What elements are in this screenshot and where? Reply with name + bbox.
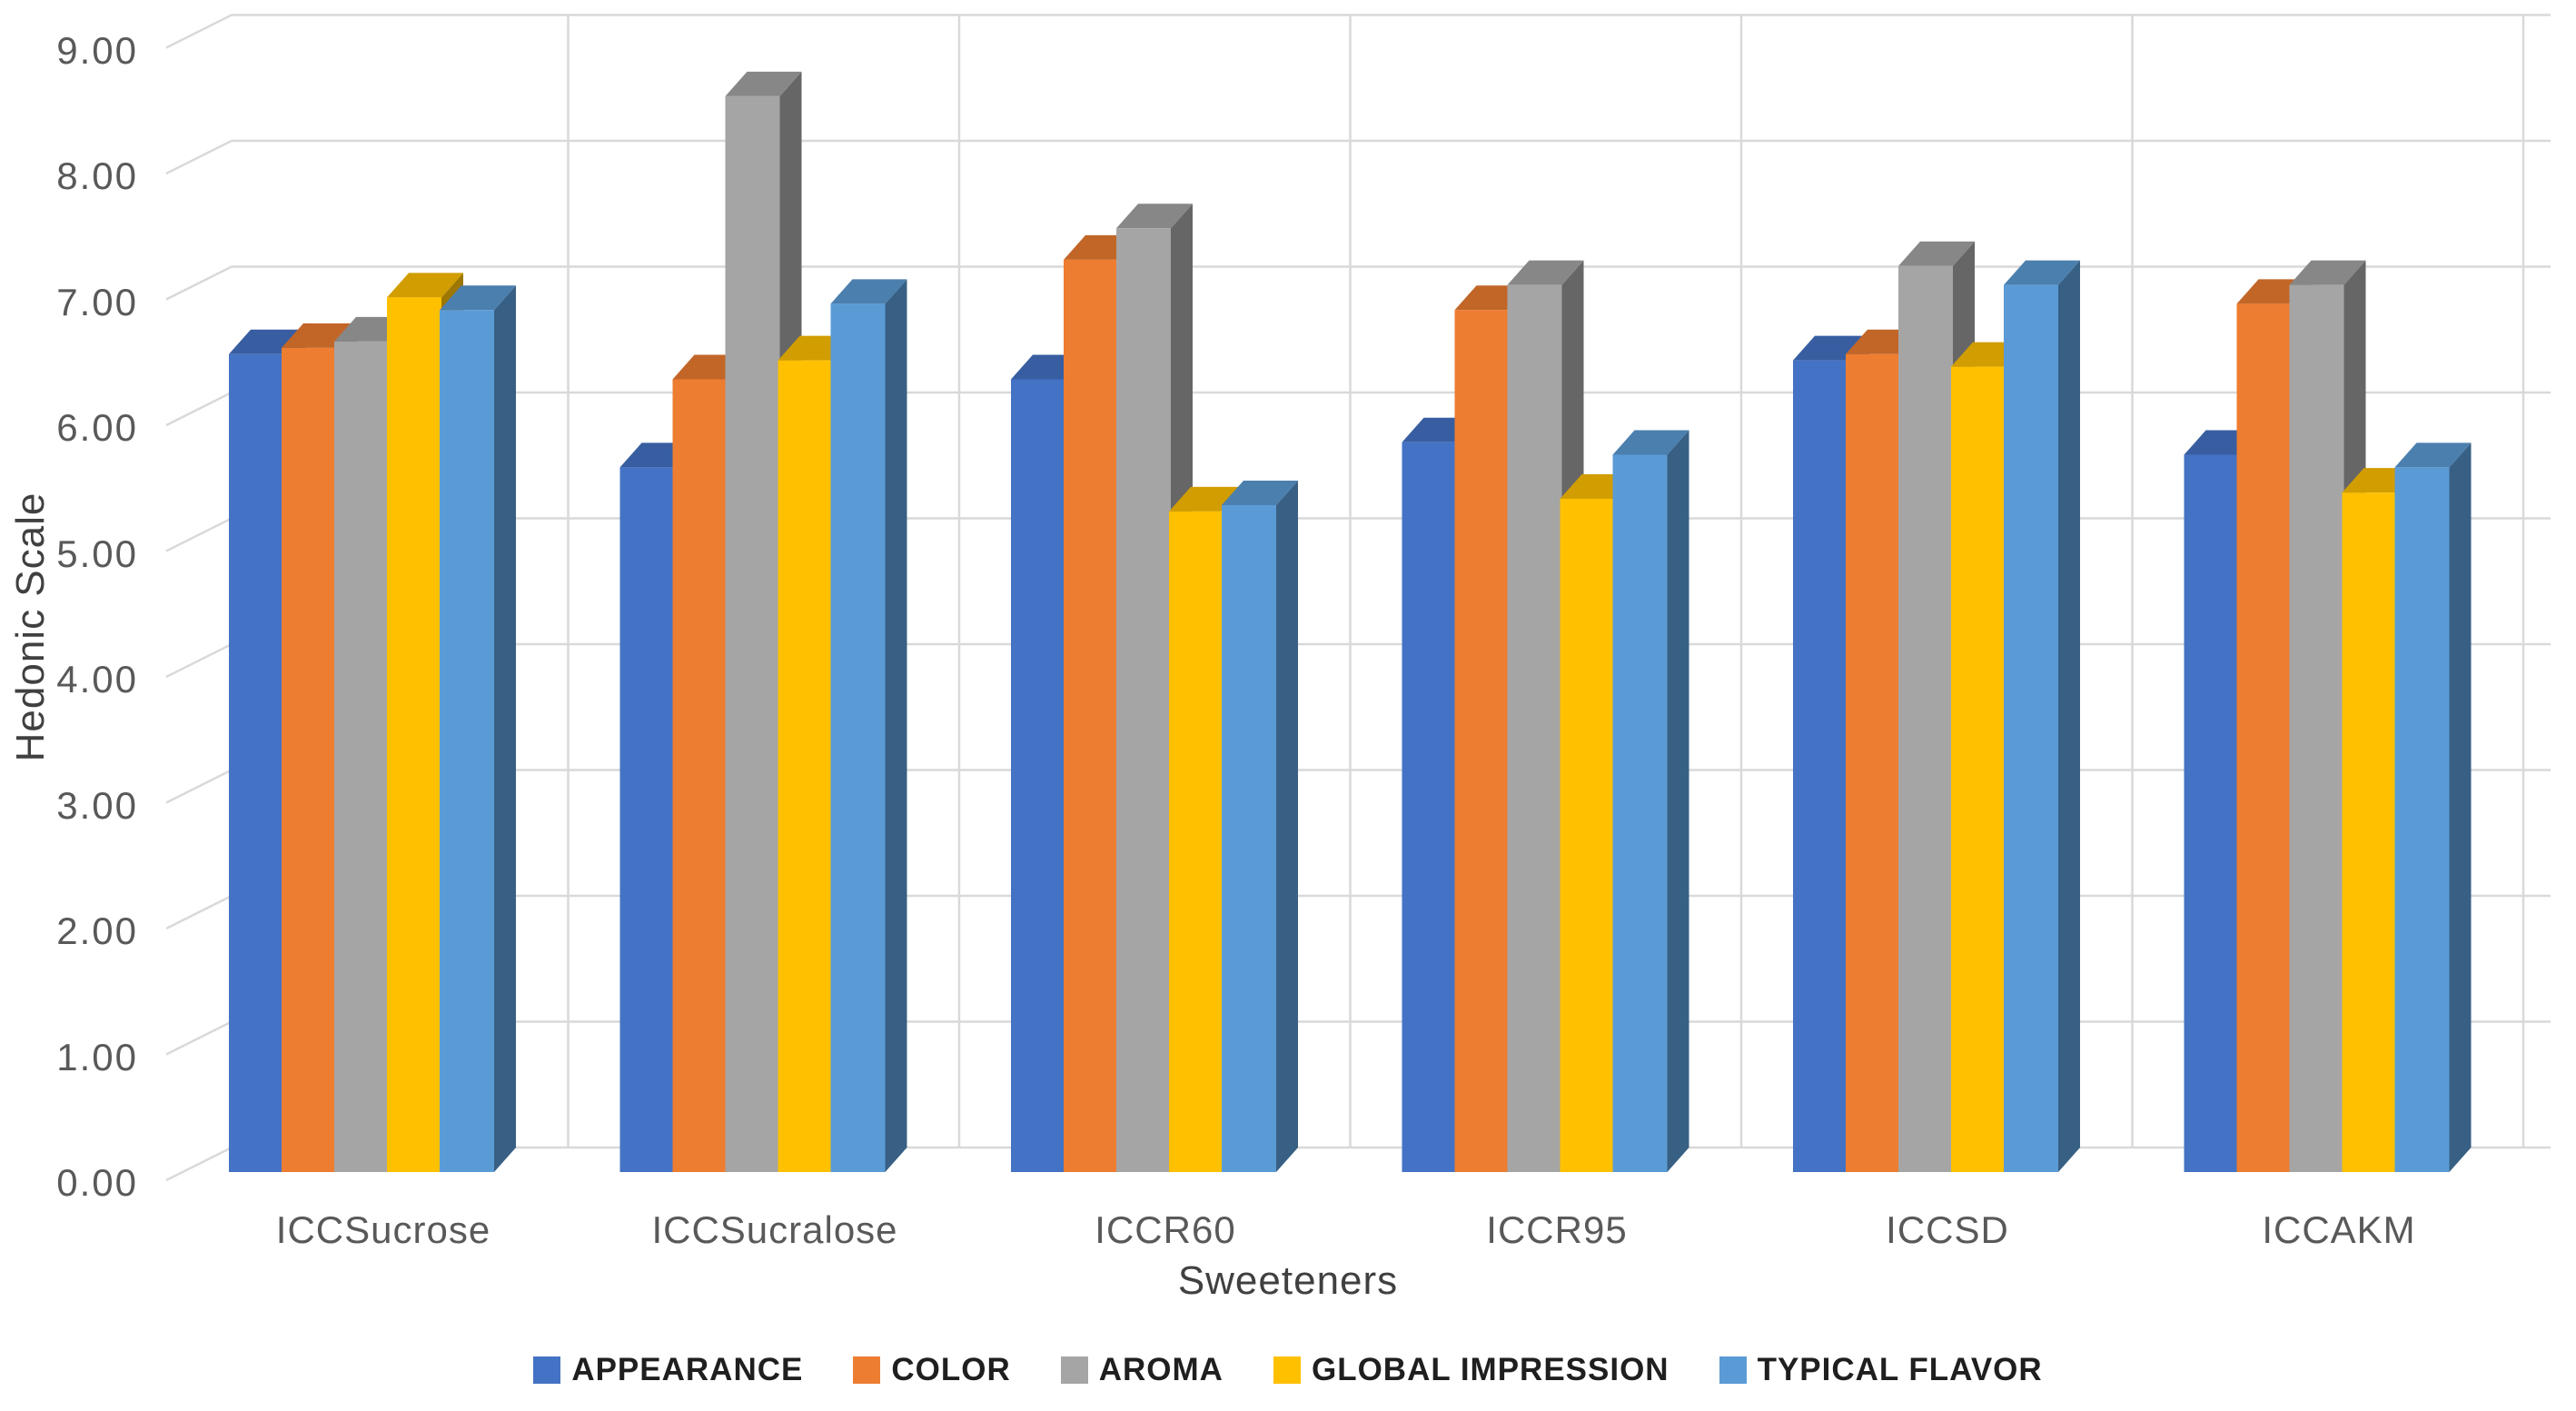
y-tick-label: 5.00 bbox=[56, 532, 138, 575]
legend-item-global-impression: GLOBAL IMPRESSION bbox=[1273, 1352, 1669, 1388]
legend-item-aroma: AROMA bbox=[1060, 1352, 1224, 1388]
y-tick-label: 2.00 bbox=[56, 909, 138, 952]
y-tick-label: 9.00 bbox=[56, 29, 138, 72]
y-axis: 9.00 8.00 7.00 6.00 5.00 4.00 3.00 2.00 … bbox=[56, 29, 138, 1204]
x-category-label: ICCSD bbox=[1886, 1208, 2009, 1251]
y-tick-label: 0.00 bbox=[56, 1161, 138, 1204]
y-tick-label: 7.00 bbox=[56, 281, 138, 323]
typical-flavor-swatch-icon bbox=[1719, 1356, 1747, 1384]
bars-layer bbox=[229, 71, 2472, 1173]
x-category-label: ICCSucralose bbox=[651, 1208, 897, 1251]
x-category-label: ICCSucrose bbox=[276, 1208, 490, 1251]
y-axis-title: Hedonic Scale bbox=[8, 492, 53, 762]
legend-item-color: COLOR bbox=[853, 1352, 1010, 1388]
y-tick-label: 8.00 bbox=[56, 154, 138, 197]
x-axis: ICCSucrose ICCSucralose ICCR60 ICCR95 IC… bbox=[276, 1208, 2415, 1251]
aroma-swatch-icon bbox=[1060, 1356, 1088, 1384]
y-tick-label: 6.00 bbox=[56, 406, 138, 449]
y-tick-label: 1.00 bbox=[56, 1036, 138, 1078]
legend-item-appearance: APPEARANCE bbox=[533, 1352, 803, 1388]
global-impression-swatch-icon bbox=[1273, 1356, 1301, 1384]
appearance-swatch-icon bbox=[533, 1356, 561, 1384]
bar-typical-flavor-iccakm bbox=[2394, 442, 2472, 1172]
bar-typical-flavor-iccr60 bbox=[1222, 480, 1298, 1172]
legend-label: GLOBAL IMPRESSION bbox=[1311, 1352, 1669, 1387]
bar-typical-flavor-iccsd bbox=[2004, 260, 2080, 1172]
legend-label: AROMA bbox=[1098, 1352, 1224, 1387]
legend-label: APPEARANCE bbox=[571, 1352, 804, 1387]
bar-typical-flavor-iccsucrose bbox=[440, 285, 516, 1172]
color-swatch-icon bbox=[853, 1356, 881, 1384]
bar-typical-flavor-iccr95 bbox=[1612, 430, 1689, 1172]
legend-label: COLOR bbox=[891, 1352, 1011, 1387]
x-category-label: ICCR60 bbox=[1095, 1208, 1235, 1251]
x-axis-title: Sweeteners bbox=[1178, 1258, 1398, 1303]
y-tick-label: 4.00 bbox=[56, 658, 138, 701]
legend: APPEARANCE COLOR AROMA GLOBAL IMPRESSION… bbox=[0, 1352, 2576, 1388]
x-category-label: ICCR95 bbox=[1486, 1208, 1627, 1251]
legend-label: TYPICAL FLAVOR bbox=[1757, 1352, 2043, 1387]
legend-item-typical-flavor: TYPICAL FLAVOR bbox=[1719, 1352, 2043, 1388]
x-category-label: ICCAKM bbox=[2262, 1208, 2415, 1251]
bar-typical-flavor-iccsucralose bbox=[830, 279, 907, 1173]
y-tick-label: 3.00 bbox=[56, 784, 138, 827]
